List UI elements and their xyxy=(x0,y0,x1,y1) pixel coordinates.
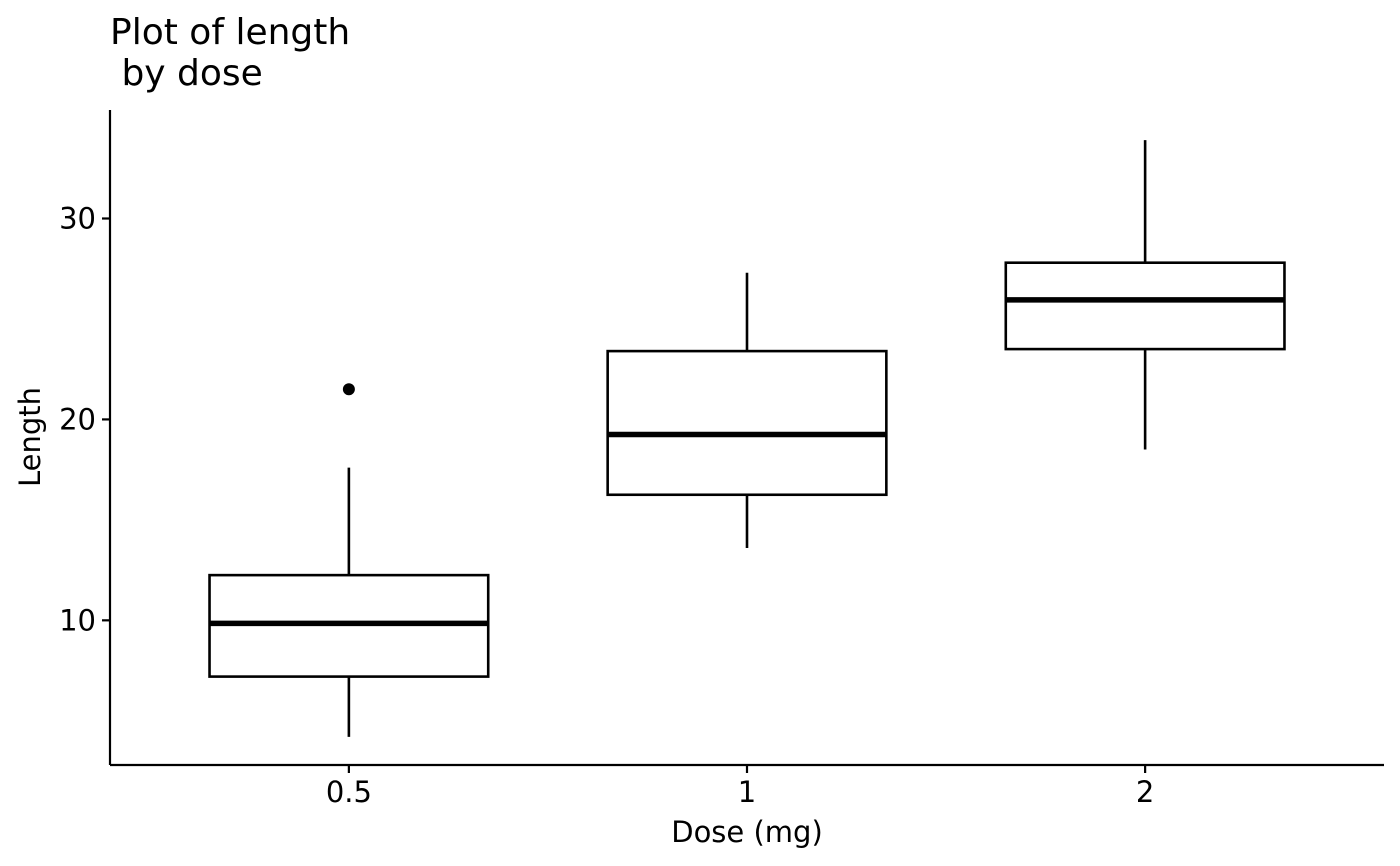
outlier-point xyxy=(342,383,355,396)
x-tick-label: 1 xyxy=(738,775,756,809)
plot-area xyxy=(208,140,1286,737)
y-tick-label: 20 xyxy=(59,402,96,436)
x-axis-title: Dose (mg) xyxy=(671,815,823,849)
chart-title-line-2: by dose xyxy=(110,53,263,94)
iqr-box xyxy=(606,349,888,497)
chart-title-line-1: Plot of length xyxy=(110,12,350,53)
y-tick-label: 10 xyxy=(59,603,96,637)
box-group-1 xyxy=(606,272,888,549)
x-tick-label: 0.5 xyxy=(326,775,372,809)
x-axis-ticks: 0.5 1 2 xyxy=(326,765,1154,809)
x-tick-label: 2 xyxy=(1136,775,1154,809)
y-axis-ticks: 10 20 30 xyxy=(59,201,110,637)
box-group-2 xyxy=(1004,140,1286,450)
y-tick-label: 30 xyxy=(59,201,96,235)
iqr-box xyxy=(1004,261,1286,351)
y-axis-title: Length xyxy=(13,387,47,487)
box-group-0.5 xyxy=(208,383,490,737)
